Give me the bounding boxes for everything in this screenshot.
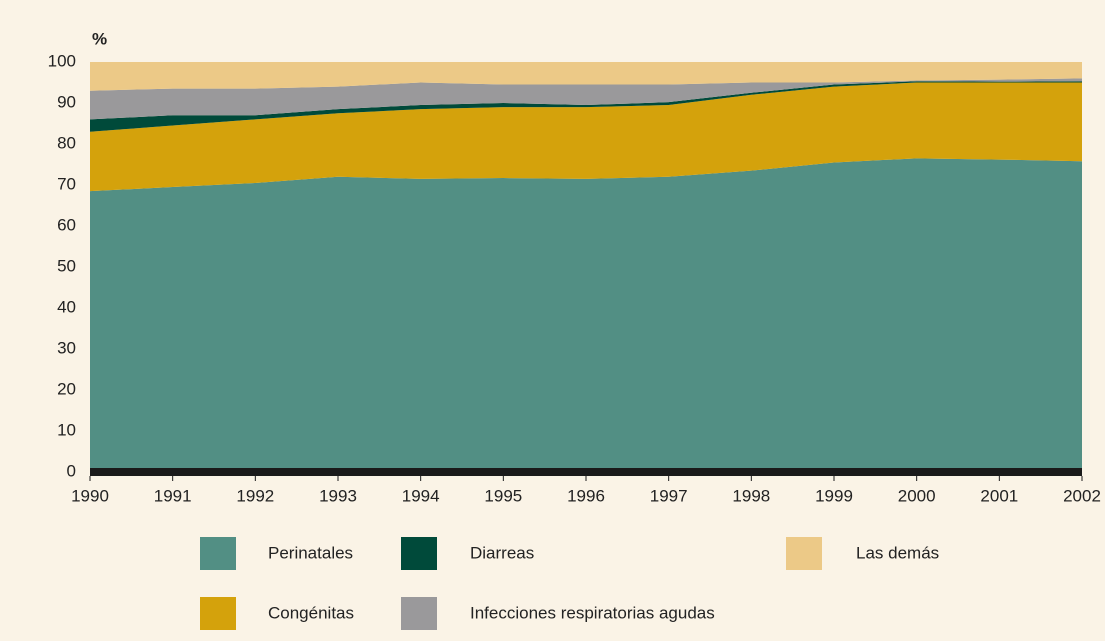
x-axis-line xyxy=(90,468,1082,476)
y-tick-label: 0 xyxy=(67,461,76,480)
y-tick-label: 10 xyxy=(57,420,76,439)
area xyxy=(90,81,1082,132)
legend-swatch xyxy=(401,597,437,630)
legend-swatch xyxy=(401,537,437,570)
x-tick-label: 1997 xyxy=(650,486,688,505)
legend-label: Perinatales xyxy=(268,543,353,562)
x-tick-label: 1992 xyxy=(236,486,274,505)
area xyxy=(90,158,1082,472)
y-axis-label: % xyxy=(92,29,107,48)
x-tick-label: 2000 xyxy=(898,486,936,505)
legend-label: Las demás xyxy=(856,543,939,562)
legend-swatch xyxy=(786,537,822,570)
x-tick-label: 1999 xyxy=(815,486,853,505)
y-tick-label: 80 xyxy=(57,133,76,152)
y-tick-label: 20 xyxy=(57,379,76,398)
y-tick-label: 50 xyxy=(57,256,76,275)
legend-swatch xyxy=(200,537,236,570)
area xyxy=(90,78,1082,120)
legend-swatch xyxy=(200,597,236,630)
y-tick-label: 60 xyxy=(57,215,76,234)
y-tick-label: 100 xyxy=(48,51,76,70)
x-tick-label: 1995 xyxy=(484,486,522,505)
y-tick-label: 30 xyxy=(57,338,76,357)
x-tick-label: 1998 xyxy=(732,486,770,505)
legend-label: Diarreas xyxy=(470,543,534,562)
area xyxy=(90,82,1082,192)
x-tick-label: 2002 xyxy=(1063,486,1101,505)
legend-label: Infecciones respiratorias agudas xyxy=(470,603,715,622)
y-tick-label: 40 xyxy=(57,297,76,316)
x-tick-label: 2001 xyxy=(980,486,1018,505)
x-tick-label: 1991 xyxy=(154,486,192,505)
legend-label: Congénitas xyxy=(268,603,354,622)
area xyxy=(90,62,1082,91)
x-tick-label: 1993 xyxy=(319,486,357,505)
y-tick-label: 90 xyxy=(57,92,76,111)
x-tick-label: 1996 xyxy=(567,486,605,505)
x-tick-label: 1994 xyxy=(402,486,440,505)
y-tick-label: 70 xyxy=(57,174,76,193)
x-tick-label: 1990 xyxy=(71,486,109,505)
